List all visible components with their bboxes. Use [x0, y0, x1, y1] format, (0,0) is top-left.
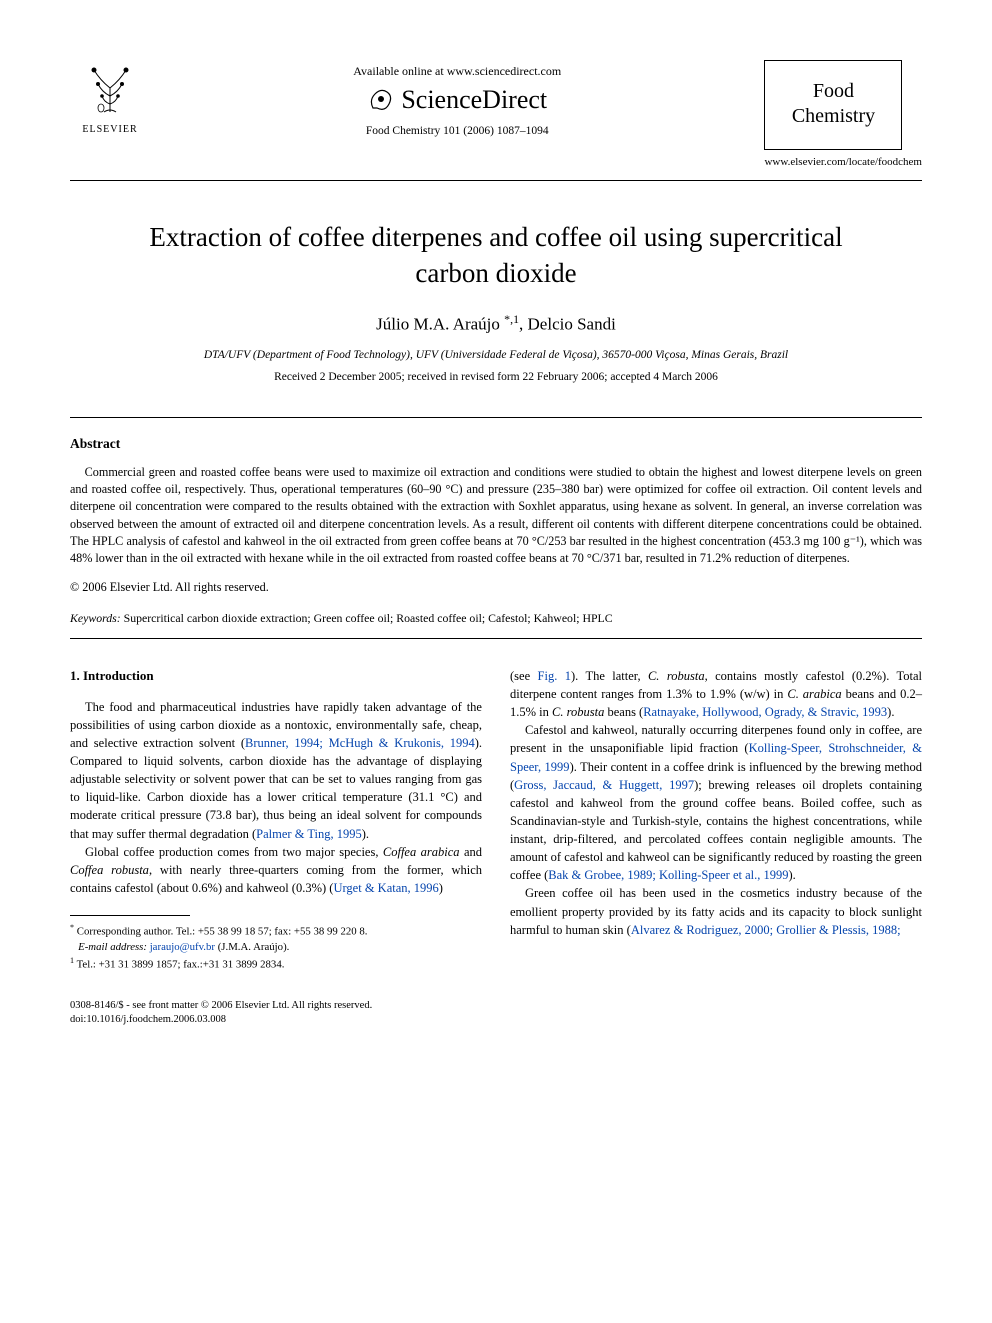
right-column: (see Fig. 1). The latter, C. robusta, co…: [510, 667, 922, 1027]
intro-heading: 1. Introduction: [70, 667, 482, 686]
header-row: ELSEVIER Available online at www.science…: [70, 60, 922, 172]
sciencedirect-text: ScienceDirect: [401, 85, 547, 115]
citation-brunner[interactable]: Brunner, 1994; McHugh & Krukonis, 1994: [245, 736, 475, 750]
abstract-body: Commercial green and roasted coffee bean…: [70, 464, 922, 568]
footnote-tel: 1 Tel.: +31 31 3899 1857; fax.:+31 31 38…: [70, 955, 482, 973]
citation-alvarez[interactable]: Alvarez & Rodriguez, 2000; Grollier & Pl…: [631, 923, 901, 937]
email-link[interactable]: jaraujo@ufv.br: [150, 941, 215, 953]
citation-ratnayake[interactable]: Ratnayake, Hollywood, Ogrady, & Stravic,…: [643, 705, 887, 719]
right-para-1: (see Fig. 1). The latter, C. robusta, co…: [510, 667, 922, 721]
journal-name-line2: Chemistry: [773, 104, 893, 129]
page-footer: 0308-8146/$ - see front matter © 2006 El…: [70, 999, 482, 1027]
elsevier-tree-icon: [80, 60, 140, 120]
elsevier-label: ELSEVIER: [70, 124, 150, 135]
right-para-3: Green coffee oil has been used in the co…: [510, 884, 922, 938]
journal-url: www.elsevier.com/locate/foodchem: [764, 156, 922, 168]
citation-bak[interactable]: Bak & Grobee, 1989; Kolling-Speer et al.…: [548, 868, 788, 882]
journal-name-line1: Food: [773, 79, 893, 104]
citation-fig1[interactable]: Fig. 1: [538, 669, 571, 683]
footnote-corresponding: * Corresponding author. Tel.: +55 38 99 …: [70, 922, 482, 940]
footnotes: * Corresponding author. Tel.: +55 38 99 …: [70, 922, 482, 973]
header-rule: [70, 180, 922, 181]
abstract-top-rule: [70, 417, 922, 418]
abstract-bottom-rule: [70, 638, 922, 639]
footnote-email: E-mail address: jaraujo@ufv.br (J.M.A. A…: [70, 940, 482, 955]
citation-gross[interactable]: Gross, Jaccaud, & Huggett, 1997: [514, 778, 694, 792]
intro-para-1: The food and pharmaceutical industries h…: [70, 698, 482, 843]
available-online-text: Available online at www.sciencedirect.co…: [150, 64, 764, 79]
intro-para-2: Global coffee production comes from two …: [70, 843, 482, 897]
abstract-heading: Abstract: [70, 436, 922, 452]
journal-box: Food Chemistry: [764, 60, 902, 150]
keywords-text: Supercritical carbon dioxide extraction;…: [124, 611, 613, 625]
right-para-2: Cafestol and kahweol, naturally occurrin…: [510, 721, 922, 884]
copyright: © 2006 Elsevier Ltd. All rights reserved…: [70, 580, 922, 595]
keywords-line: Keywords: Supercritical carbon dioxide e…: [70, 611, 922, 626]
affiliation: DTA/UFV (Department of Food Technology),…: [70, 349, 922, 361]
journal-reference: Food Chemistry 101 (2006) 1087–1094: [150, 125, 764, 137]
abstract-text-content: Commercial green and roasted coffee bean…: [70, 465, 922, 566]
left-column: 1. Introduction The food and pharmaceuti…: [70, 667, 482, 1027]
sciencedirect-logo: ScienceDirect: [150, 85, 764, 115]
footnote-rule: [70, 915, 190, 916]
article-dates: Received 2 December 2005; received in re…: [70, 371, 922, 383]
elsevier-logo: ELSEVIER: [70, 60, 150, 135]
center-header: Available online at www.sciencedirect.co…: [150, 60, 764, 139]
sciencedirect-icon: [367, 86, 395, 114]
body-columns: 1. Introduction The food and pharmaceuti…: [70, 667, 922, 1027]
footer-doi: doi:10.1016/j.foodchem.2006.03.008: [70, 1013, 482, 1027]
journal-box-inner: Food Chemistry: [765, 61, 901, 149]
citation-urget[interactable]: Urget & Katan, 1996: [333, 881, 438, 895]
citation-palmer[interactable]: Palmer & Ting, 1995: [256, 827, 362, 841]
journal-box-wrapper: Food Chemistry www.elsevier.com/locate/f…: [764, 60, 922, 172]
footer-front-matter: 0308-8146/$ - see front matter © 2006 El…: [70, 999, 482, 1013]
page-container: ELSEVIER Available online at www.science…: [0, 0, 992, 1067]
keywords-label: Keywords:: [70, 611, 121, 625]
article-title: Extraction of coffee diterpenes and coff…: [110, 219, 882, 292]
authors: Júlio M.A. Araújo *,1, Delcio Sandi: [70, 312, 922, 335]
